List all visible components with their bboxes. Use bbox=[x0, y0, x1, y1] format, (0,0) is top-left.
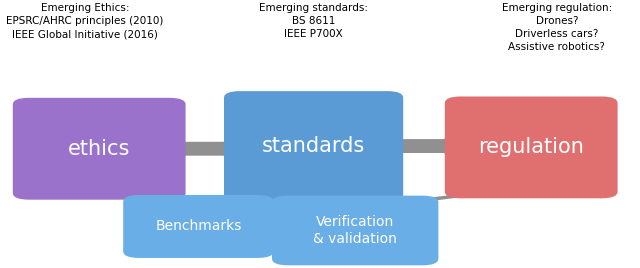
Text: Benchmarks: Benchmarks bbox=[156, 219, 241, 233]
FancyBboxPatch shape bbox=[272, 196, 438, 265]
FancyBboxPatch shape bbox=[445, 96, 618, 198]
Text: Emerging Ethics:
EPSRC/AHRC principles (2010)
IEEE Global Initiative (2016): Emerging Ethics: EPSRC/AHRC principles (… bbox=[6, 3, 164, 39]
FancyBboxPatch shape bbox=[224, 91, 403, 201]
FancyBboxPatch shape bbox=[13, 98, 186, 200]
Text: regulation: regulation bbox=[478, 137, 584, 157]
Text: Emerging regulation:
Drones?
Driverless cars?
Assistive robotics?: Emerging regulation: Drones? Driverless … bbox=[502, 3, 612, 52]
Text: Emerging standards:
BS 8611
IEEE P700X: Emerging standards: BS 8611 IEEE P700X bbox=[259, 3, 368, 39]
FancyBboxPatch shape bbox=[123, 195, 274, 258]
Text: ethics: ethics bbox=[68, 139, 131, 159]
Text: standards: standards bbox=[262, 136, 365, 156]
Text: Verification
& validation: Verification & validation bbox=[313, 215, 397, 245]
